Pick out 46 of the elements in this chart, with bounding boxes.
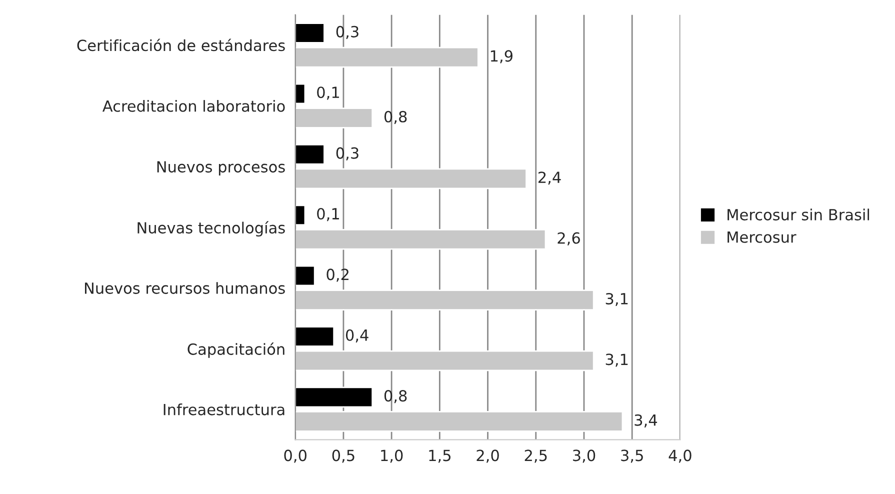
data-label: 0,8 [384,110,407,124]
bar [295,350,594,372]
y-tick-label: Infreaestructura [164,404,284,416]
bar [295,411,624,432]
bar [295,83,306,104]
y-tick-label: Certificación de estándares [77,38,285,52]
data-label: 3,1 [606,354,628,367]
bar [295,144,325,165]
x-tick-label: 2,5 [524,450,547,463]
y-tick-label: Capacitación [188,342,284,358]
x-tick-label: 1,0 [381,450,403,463]
x-tick-label: 2,0 [476,450,499,463]
x-tick-label: 3,0 [573,450,596,463]
x-tick-label: 3,5 [621,450,643,463]
x-tick-label: 0,0 [284,450,306,463]
x-tick-label: 4,0 [668,450,692,463]
data-label: 2,4 [538,172,561,185]
x-tick-label: 0,5 [332,450,354,463]
bar [295,22,325,44]
bar [295,168,527,190]
data-label: 0,3 [336,26,358,40]
bar [295,204,306,226]
bar [295,108,374,128]
y-tick-label: Nuevos procesos [157,161,285,176]
data-label: 0,3 [336,147,358,160]
data-label: 3,1 [606,292,628,306]
y-tick-label: Nuevos recursos humanos [84,282,285,294]
bar [295,326,335,347]
bar [295,46,479,68]
bar [295,228,546,250]
data-label: 0,1 [317,208,339,222]
legend-label: Mercosur sin Brasil [728,208,870,220]
y-tick-label: Acreditacion laboratorio [102,100,285,112]
data-label: 2,6 [558,232,580,246]
data-label: 0,8 [384,390,407,404]
bar [295,290,594,310]
x-tick-label: 1,5 [429,450,450,463]
bar [295,386,374,408]
y-tick-label: Nuevas tecnologías [138,221,285,237]
data-label: 1,9 [490,50,512,64]
data-label: 3,4 [634,414,658,428]
data-label: 0,2 [326,268,348,282]
legend-label: Mercosur [728,232,796,243]
bar [295,265,316,286]
data-label: 0,4 [346,329,368,342]
data-label: 0,1 [317,86,339,100]
